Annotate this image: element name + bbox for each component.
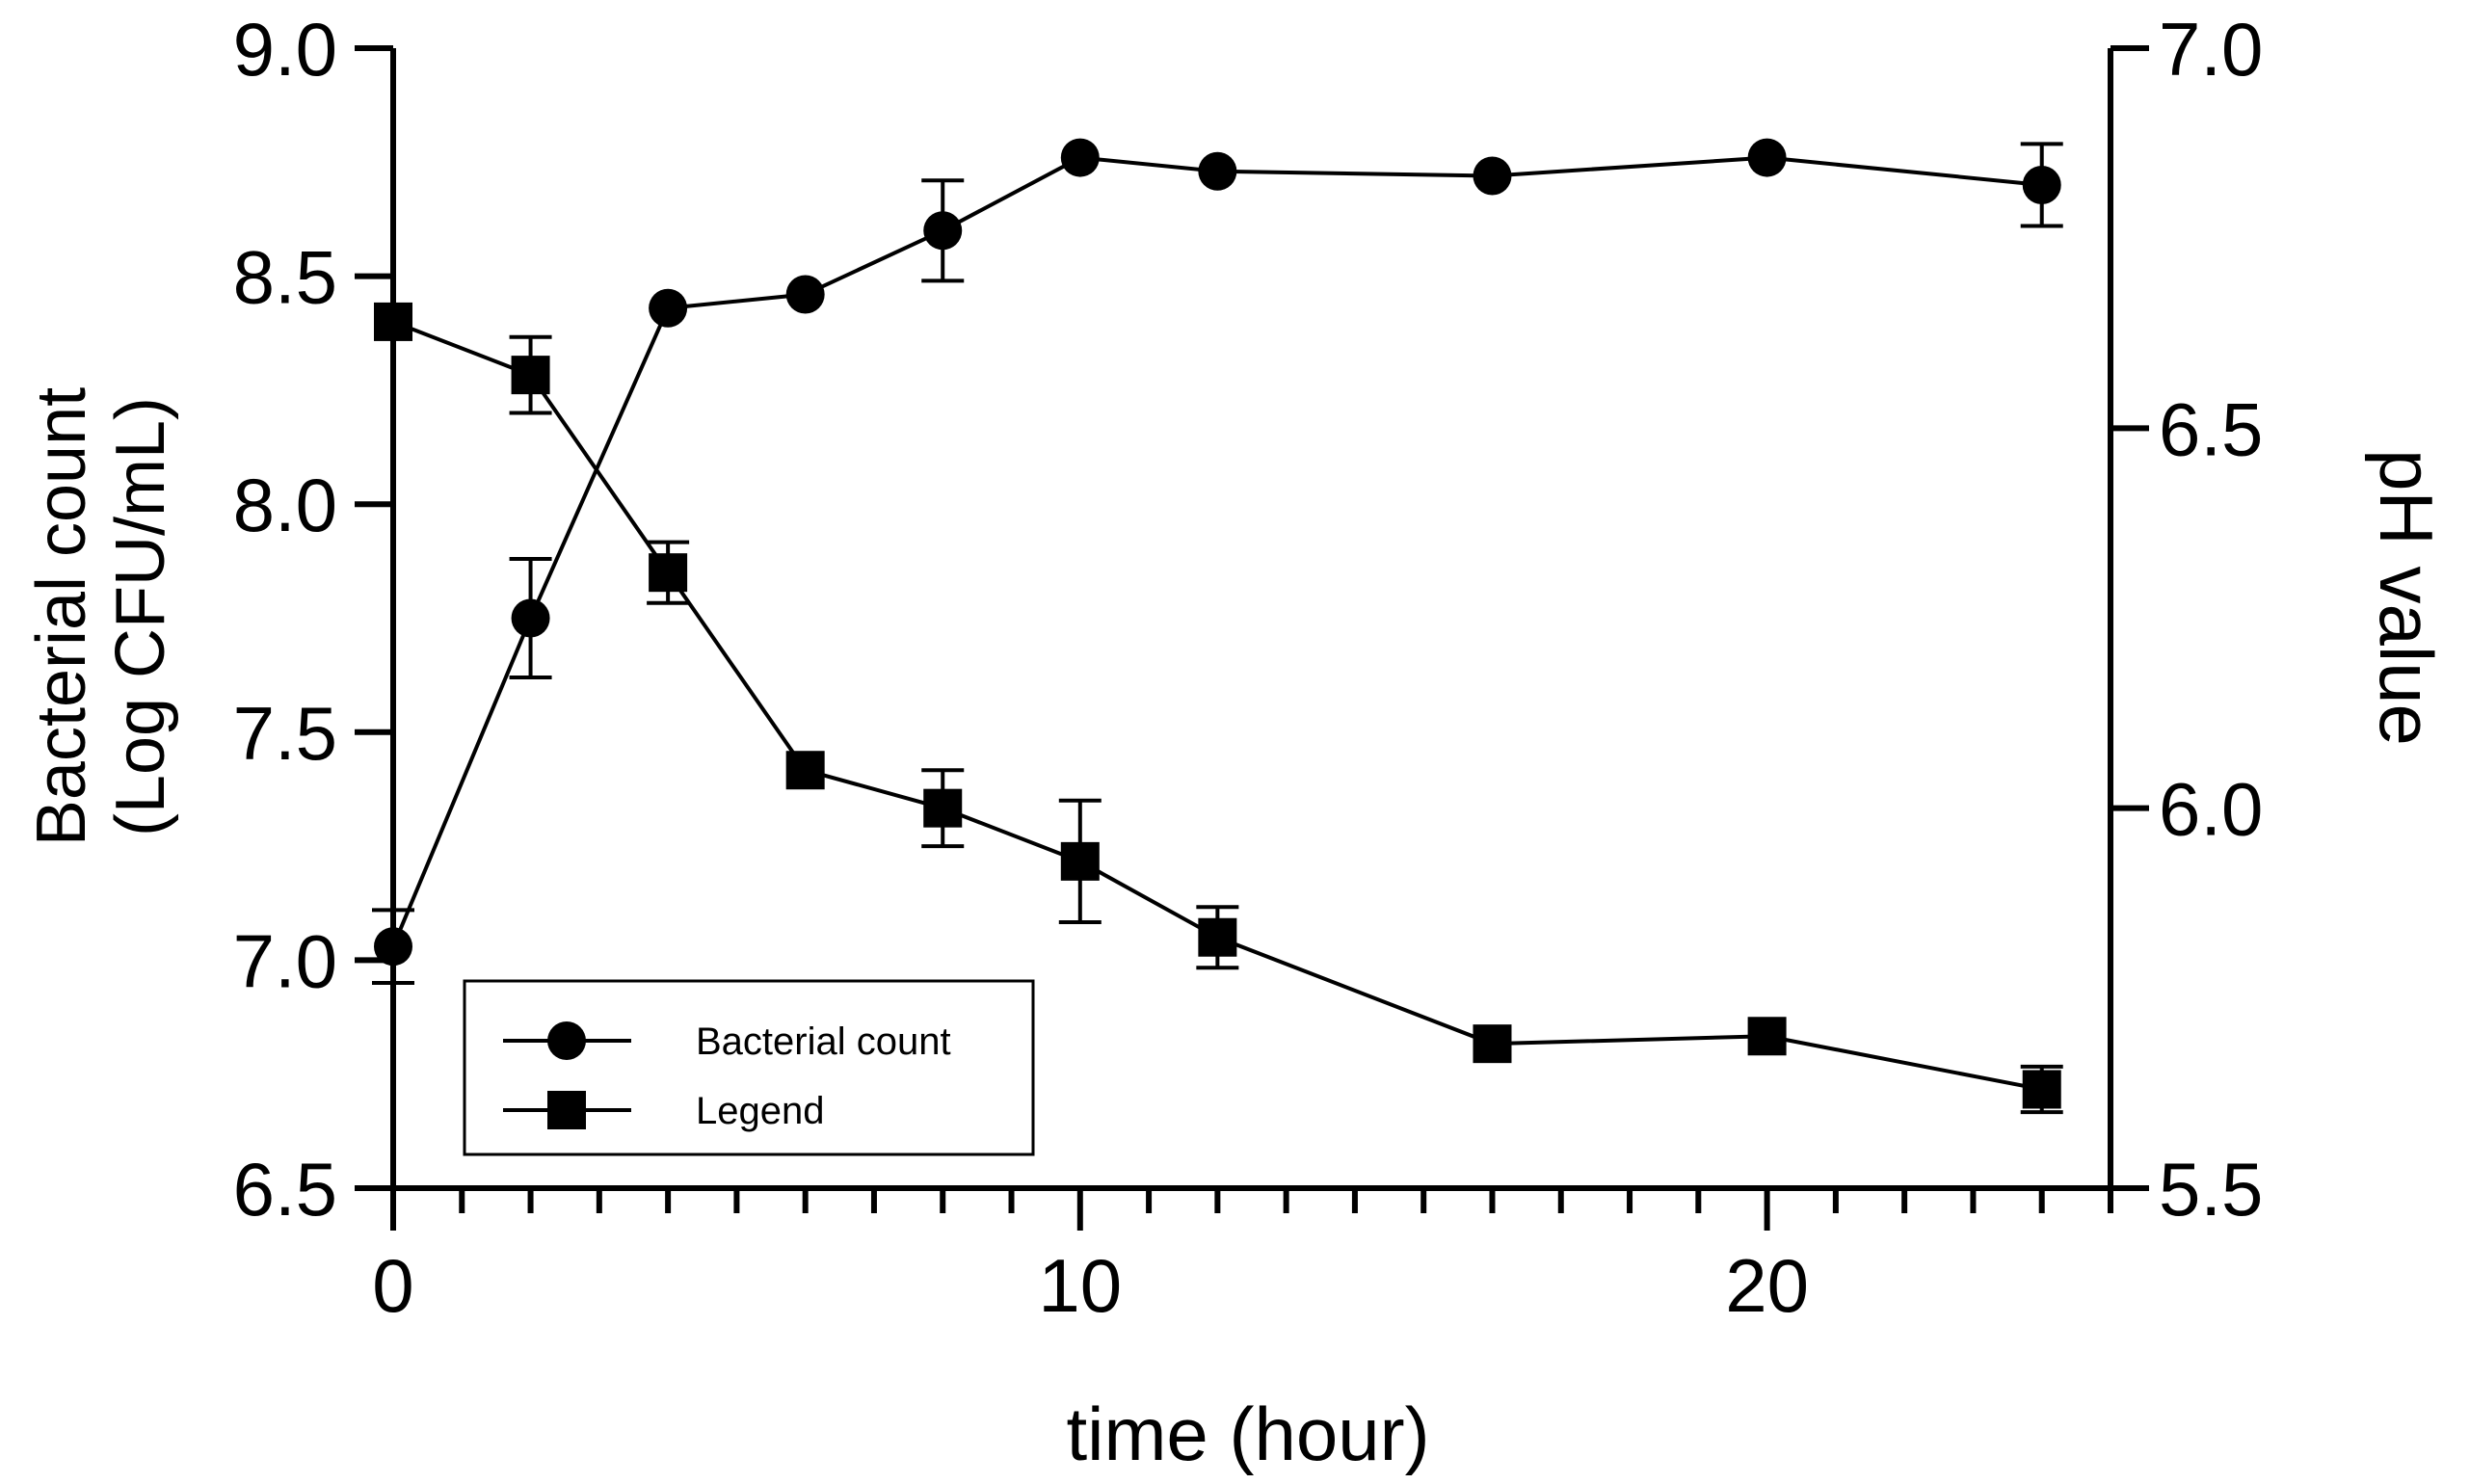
right-axis-title: pH value xyxy=(2364,449,2449,746)
data-point-ph xyxy=(785,751,825,790)
x-tick-label: 0 xyxy=(372,1243,413,1328)
data-point-bacterial-count xyxy=(649,288,688,328)
legend-marker-ph xyxy=(547,1091,586,1129)
left-tick-label: 8.0 xyxy=(233,463,337,547)
series-ph xyxy=(374,302,2063,1115)
left-axis-title-line1: Bacterial count xyxy=(23,387,100,846)
data-point-ph xyxy=(923,788,963,828)
left-tick-label: 6.5 xyxy=(233,1147,337,1232)
series-bacterial-count xyxy=(372,138,2063,986)
x-tick-label: 20 xyxy=(1725,1243,1809,1328)
series-line-ph xyxy=(392,320,2043,1092)
data-point-bacterial-count xyxy=(1198,151,1237,191)
data-point-bacterial-count xyxy=(785,275,825,314)
data-point-ph xyxy=(649,553,688,593)
data-point-ph xyxy=(1060,841,1100,881)
data-point-ph xyxy=(374,302,412,341)
data-point-ph xyxy=(511,356,550,395)
right-tick-label: 6.0 xyxy=(2159,767,2263,852)
right-tick-label: 7.0 xyxy=(2159,7,2263,92)
data-point-ph xyxy=(1747,1017,1787,1056)
data-point-bacterial-count xyxy=(1747,138,1787,177)
left-tick-label: 9.0 xyxy=(233,7,337,92)
data-point-bacterial-count xyxy=(374,927,412,967)
data-point-bacterial-count xyxy=(923,211,963,251)
right-tick-label: 6.5 xyxy=(2159,386,2263,471)
data-point-ph xyxy=(1473,1024,1512,1064)
axes: 6.5 7.0 7.5 8.0 8.5 9.0 5.5 6.0 6.5 7.0 0 10 20 xyxy=(233,7,2264,1328)
x-tick-label: 10 xyxy=(1038,1243,1122,1328)
data-point-ph xyxy=(2022,1070,2061,1109)
x-axis-title: time (hour) xyxy=(1066,1391,1429,1476)
data-point-bacterial-count xyxy=(1060,138,1100,177)
series-layer xyxy=(372,138,2063,1115)
data-point-bacterial-count xyxy=(1473,156,1512,196)
right-tick-label: 5.5 xyxy=(2159,1147,2263,1232)
series-line-bacterial-count xyxy=(391,155,2042,947)
legend-label-bacterial-count: Bacterial count xyxy=(696,1020,951,1063)
data-point-bacterial-count xyxy=(2022,165,2061,204)
data-point-bacterial-count xyxy=(511,598,550,638)
left-tick-label: 8.5 xyxy=(233,235,337,320)
left-tick-label: 7.5 xyxy=(233,691,337,776)
left-axis-title-line2: (Log CFU/mL) xyxy=(102,397,179,836)
legend-label-ph: Legend xyxy=(696,1090,824,1132)
legend-marker-bacterial-count xyxy=(547,1021,586,1060)
data-point-ph xyxy=(1198,917,1237,957)
legend: Bacterial count Legend xyxy=(463,979,1035,1156)
left-tick-label: 7.0 xyxy=(233,918,337,1003)
